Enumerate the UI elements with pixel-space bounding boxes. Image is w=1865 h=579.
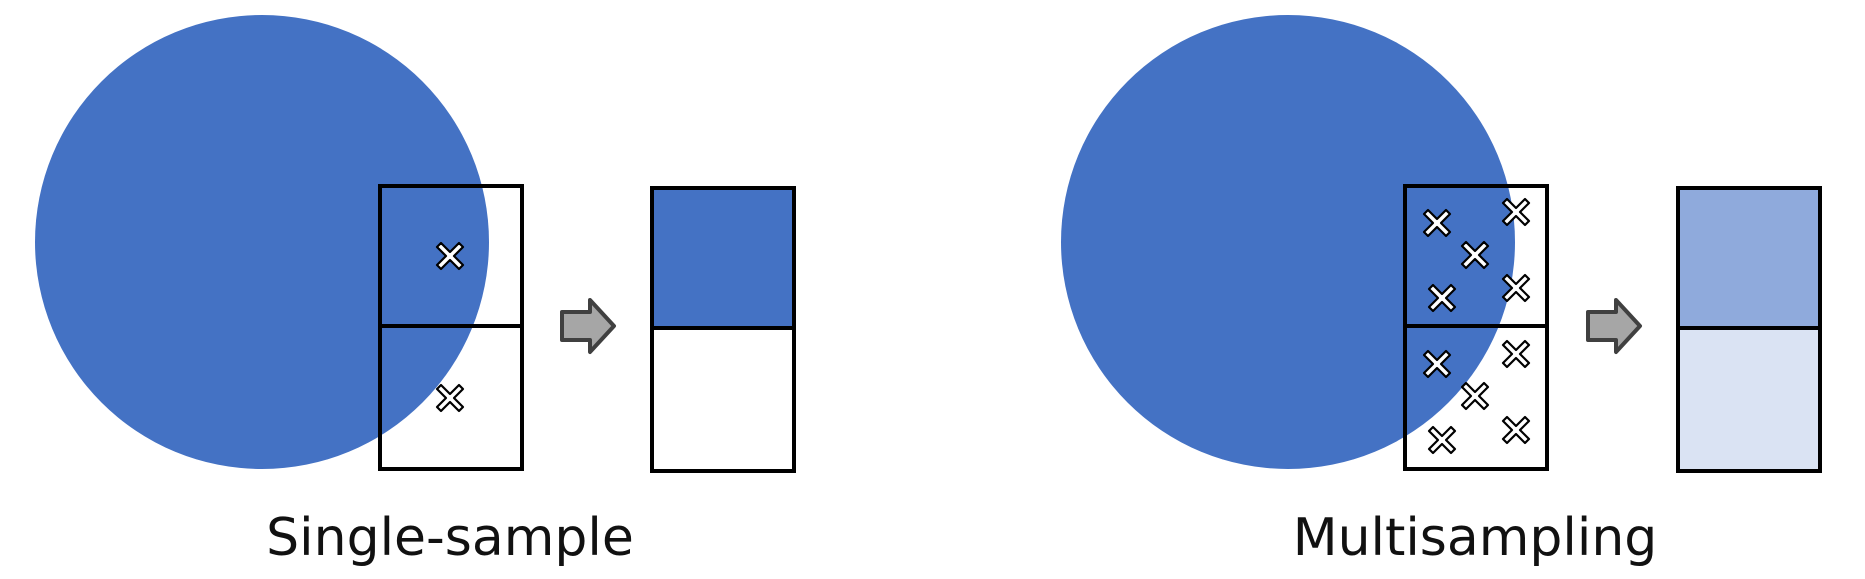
resolved-pixel-top: [1678, 188, 1820, 328]
panel-caption: Multisampling: [1293, 508, 1658, 568]
resolved-pixel-bottom: [1678, 328, 1820, 471]
coverage-circle: [1061, 15, 1515, 469]
resolved-pixel-bottom: [652, 328, 794, 471]
sample-marker: [1462, 383, 1488, 409]
multisampling-panel: Multisampling: [1061, 15, 1820, 568]
sample-marker: [1503, 341, 1529, 367]
coverage-circle: [35, 15, 489, 469]
sample-marker: [1503, 417, 1529, 443]
right-arrow-icon: [1588, 300, 1640, 352]
sample-marker: [1429, 427, 1455, 453]
resolved-pixel-top: [652, 188, 794, 328]
right-arrow-icon: [562, 300, 614, 352]
single-sample-panel: Single-sample: [35, 15, 794, 568]
sample-marker: [437, 385, 463, 411]
panel-caption: Single-sample: [266, 508, 634, 568]
